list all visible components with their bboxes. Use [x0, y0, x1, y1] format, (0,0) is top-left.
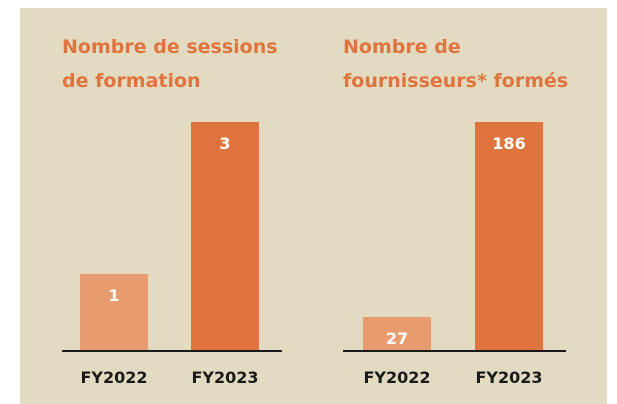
chart-title: Nombre de sessions de formation	[62, 36, 278, 92]
value-label: 1	[108, 286, 120, 305]
chart-title: Nombre de fournisseurs* formés	[343, 36, 569, 92]
bar	[191, 122, 259, 350]
bar	[80, 274, 148, 350]
baseline	[343, 350, 566, 352]
x-tick-label: FY2022	[80, 368, 148, 387]
value-label: 186	[492, 134, 526, 153]
x-tick-label: FY2023	[191, 368, 259, 387]
bar	[475, 122, 543, 350]
value-label: 3	[219, 134, 231, 153]
bar	[363, 316, 431, 350]
baseline	[62, 350, 282, 352]
value-label: 27	[385, 328, 409, 348]
x-tick-label: FY2023	[475, 368, 543, 387]
x-tick-label: FY2022	[363, 368, 431, 387]
